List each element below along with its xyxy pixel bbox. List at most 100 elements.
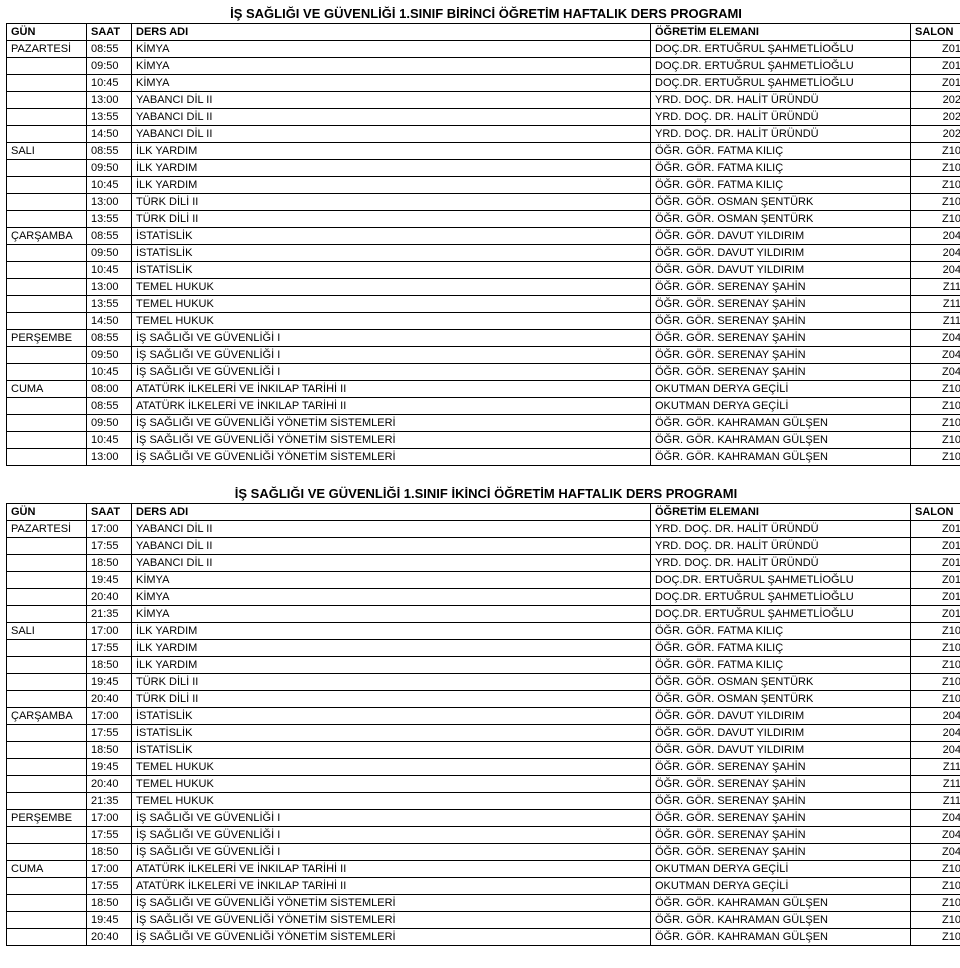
cell-salon: 204 <box>911 725 960 742</box>
cell-gun <box>7 262 87 279</box>
cell-ders: KİMYA <box>132 572 651 589</box>
cell-elem: DOÇ.DR. ERTUĞRUL ŞAHMETLİOĞLU <box>651 58 911 75</box>
cell-ders: KİMYA <box>132 41 651 58</box>
cell-salon: Z10 <box>911 415 960 432</box>
cell-salon: Z11 <box>911 776 960 793</box>
cell-saat: 20:40 <box>87 589 132 606</box>
cell-elem: YRD. DOÇ. DR. HALİT ÜRÜNDÜ <box>651 92 911 109</box>
cell-saat: 10:45 <box>87 177 132 194</box>
cell-gun: PERŞEMBE <box>7 330 87 347</box>
cell-saat: 20:40 <box>87 691 132 708</box>
cell-elem: OKUTMAN DERYA GEÇİLİ <box>651 861 911 878</box>
cell-gun: PAZARTESİ <box>7 521 87 538</box>
cell-elem: ÖĞR. GÖR. KAHRAMAN GÜLŞEN <box>651 895 911 912</box>
col-header-salon: SALON <box>911 504 960 521</box>
cell-ders: ATATÜRK İLKELERİ VE İNKILAP TARİHİ II <box>132 878 651 895</box>
table-row: 10:45İŞ SAĞLIĞI VE GÜVENLİĞİ YÖNETİM SİS… <box>7 432 960 449</box>
cell-elem: ÖĞR. GÖR. SERENAY ŞAHİN <box>651 793 911 810</box>
table-row: 13:55TÜRK DİLİ IIÖĞR. GÖR. OSMAN ŞENTÜRK… <box>7 211 960 228</box>
cell-ders: İŞ SAĞLIĞI VE GÜVENLİĞİ YÖNETİM SİSTEMLE… <box>132 432 651 449</box>
cell-saat: 18:50 <box>87 555 132 572</box>
cell-salon: Z10 <box>911 160 960 177</box>
table-row: 13:00TEMEL HUKUKÖĞR. GÖR. SERENAY ŞAHİNZ… <box>7 279 960 296</box>
table-header-row: GÜNSAATDERS ADIÖĞRETİM ELEMANISALON <box>7 24 960 41</box>
table-row: 20:40TÜRK DİLİ IIÖĞR. GÖR. OSMAN ŞENTÜRK… <box>7 691 960 708</box>
cell-salon: Z11 <box>911 759 960 776</box>
cell-gun <box>7 929 87 946</box>
cell-gun <box>7 691 87 708</box>
cell-ders: İSTATİSLİK <box>132 742 651 759</box>
cell-ders: TÜRK DİLİ II <box>132 691 651 708</box>
cell-saat: 18:50 <box>87 657 132 674</box>
cell-salon: Z01 <box>911 75 960 92</box>
cell-saat: 08:55 <box>87 330 132 347</box>
cell-ders: İLK YARDIM <box>132 640 651 657</box>
cell-saat: 17:00 <box>87 810 132 827</box>
cell-gun: PAZARTESİ <box>7 41 87 58</box>
cell-ders: İŞ SAĞLIĞI VE GÜVENLİĞİ I <box>132 330 651 347</box>
cell-salon: Z10 <box>911 623 960 640</box>
table-row: 13:00İŞ SAĞLIĞI VE GÜVENLİĞİ YÖNETİM SİS… <box>7 449 960 466</box>
cell-saat: 17:55 <box>87 827 132 844</box>
cell-ders: TEMEL HUKUK <box>132 759 651 776</box>
cell-gun <box>7 759 87 776</box>
cell-salon: Z10 <box>911 657 960 674</box>
cell-elem: ÖĞR. GÖR. SERENAY ŞAHİN <box>651 330 911 347</box>
cell-gun: ÇARŞAMBA <box>7 228 87 245</box>
cell-elem: DOÇ.DR. ERTUĞRUL ŞAHMETLİOĞLU <box>651 589 911 606</box>
table-row: PERŞEMBE17:00İŞ SAĞLIĞI VE GÜVENLİĞİ IÖĞ… <box>7 810 960 827</box>
cell-gun <box>7 895 87 912</box>
cell-ders: TEMEL HUKUK <box>132 279 651 296</box>
cell-saat: 10:45 <box>87 262 132 279</box>
cell-elem: DOÇ.DR. ERTUĞRUL ŞAHMETLİOĞLU <box>651 75 911 92</box>
cell-salon: Z04 <box>911 827 960 844</box>
cell-elem: ÖĞR. GÖR. KAHRAMAN GÜLŞEN <box>651 912 911 929</box>
cell-salon: Z10 <box>911 398 960 415</box>
cell-saat: 09:50 <box>87 160 132 177</box>
cell-ders: ATATÜRK İLKELERİ VE İNKILAP TARİHİ II <box>132 398 651 415</box>
cell-ders: İŞ SAĞLIĞI VE GÜVENLİĞİ YÖNETİM SİSTEMLE… <box>132 912 651 929</box>
cell-ders: İŞ SAĞLIĞI VE GÜVENLİĞİ YÖNETİM SİSTEMLE… <box>132 929 651 946</box>
table-row: 10:45İSTATİSLİKÖĞR. GÖR. DAVUT YILDIRIM2… <box>7 262 960 279</box>
cell-salon: 204 <box>911 742 960 759</box>
cell-elem: ÖĞR. GÖR. SERENAY ŞAHİN <box>651 313 911 330</box>
cell-saat: 19:45 <box>87 759 132 776</box>
cell-elem: ÖĞR. GÖR. KAHRAMAN GÜLŞEN <box>651 432 911 449</box>
table-row: PAZARTESİ08:55KİMYADOÇ.DR. ERTUĞRUL ŞAHM… <box>7 41 960 58</box>
cell-salon: Z10 <box>911 194 960 211</box>
cell-ders: İŞ SAĞLIĞI VE GÜVENLİĞİ I <box>132 844 651 861</box>
cell-gun: PERŞEMBE <box>7 810 87 827</box>
cell-elem: YRD. DOÇ. DR. HALİT ÜRÜNDÜ <box>651 521 911 538</box>
table-row: 13:55YABANCI DİL IIYRD. DOÇ. DR. HALİT Ü… <box>7 109 960 126</box>
table-row: 10:45KİMYADOÇ.DR. ERTUĞRUL ŞAHMETLİOĞLUZ… <box>7 75 960 92</box>
table-row: ÇARŞAMBA08:55İSTATİSLİKÖĞR. GÖR. DAVUT Y… <box>7 228 960 245</box>
cell-ders: YABANCI DİL II <box>132 109 651 126</box>
cell-salon: Z11 <box>911 296 960 313</box>
cell-salon: Z10 <box>911 929 960 946</box>
cell-saat: 20:40 <box>87 929 132 946</box>
cell-saat: 17:55 <box>87 725 132 742</box>
cell-salon: Z10 <box>911 449 960 466</box>
cell-saat: 19:45 <box>87 912 132 929</box>
table-row: 18:50YABANCI DİL IIYRD. DOÇ. DR. HALİT Ü… <box>7 555 960 572</box>
cell-gun <box>7 279 87 296</box>
cell-saat: 09:50 <box>87 245 132 262</box>
schedule-table: GÜNSAATDERS ADIÖĞRETİM ELEMANISALONPAZAR… <box>6 23 960 466</box>
cell-ders: İLK YARDIM <box>132 657 651 674</box>
cell-saat: 09:50 <box>87 58 132 75</box>
cell-elem: ÖĞR. GÖR. SERENAY ŞAHİN <box>651 347 911 364</box>
cell-saat: 09:50 <box>87 347 132 364</box>
table-row: 20:40KİMYADOÇ.DR. ERTUĞRUL ŞAHMETLİOĞLUZ… <box>7 589 960 606</box>
cell-ders: TEMEL HUKUK <box>132 793 651 810</box>
table-row: 13:55TEMEL HUKUKÖĞR. GÖR. SERENAY ŞAHİNZ… <box>7 296 960 313</box>
cell-elem: YRD. DOÇ. DR. HALİT ÜRÜNDÜ <box>651 126 911 143</box>
cell-saat: 08:55 <box>87 398 132 415</box>
cell-saat: 10:45 <box>87 364 132 381</box>
cell-gun: SALI <box>7 623 87 640</box>
table-row: 17:55ATATÜRK İLKELERİ VE İNKILAP TARİHİ … <box>7 878 960 895</box>
cell-saat: 13:55 <box>87 109 132 126</box>
cell-ders: KİMYA <box>132 58 651 75</box>
cell-ders: İLK YARDIM <box>132 623 651 640</box>
cell-elem: ÖĞR. GÖR. OSMAN ŞENTÜRK <box>651 674 911 691</box>
cell-salon: Z01 <box>911 572 960 589</box>
